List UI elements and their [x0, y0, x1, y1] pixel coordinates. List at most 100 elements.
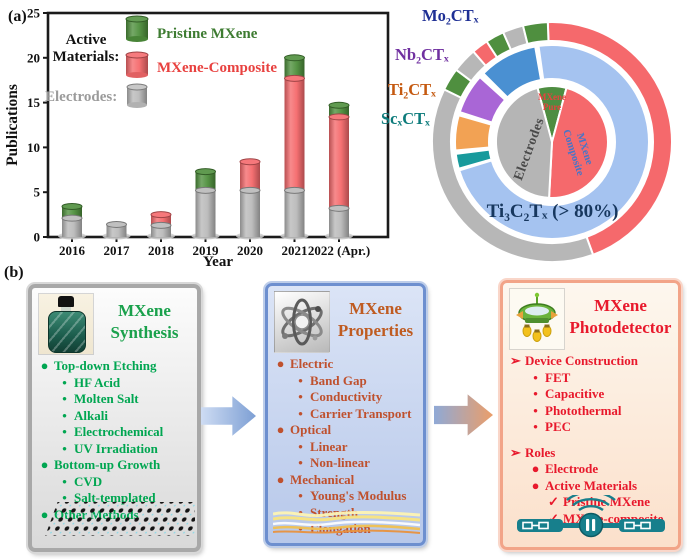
bullet-icon: ✓	[548, 494, 559, 509]
list-item: • Capacitive	[529, 386, 672, 403]
list-item-label: Electric	[290, 356, 334, 371]
list-item: • Conductivity	[294, 389, 417, 406]
list-item: ● Mechanical	[274, 472, 417, 489]
bullet-icon: •	[298, 504, 303, 520]
bullet-icon: •	[298, 405, 303, 421]
list-item: ✓ Pristine MXene	[547, 494, 672, 511]
list-item-label: Pristine MXene	[563, 494, 651, 509]
svg-text:2018: 2018	[148, 243, 175, 258]
list-item: ● Bottom-up Growth	[38, 457, 191, 474]
svg-text:2019: 2019	[193, 243, 220, 258]
bullet-icon: •	[298, 389, 303, 404]
svg-text:Year: Year	[203, 254, 233, 270]
properties-box: MXene Properties ● Electric • Band Gap • Cond…	[265, 283, 426, 546]
bottle-neck	[61, 307, 71, 312]
list-item-label: Electrode	[545, 461, 599, 476]
bullet-icon: ✓	[548, 510, 559, 526]
wavy-lines-illustration	[272, 509, 421, 540]
svg-text:Electrodes:: Electrodes:	[45, 89, 117, 105]
list-item: • Band Gap	[294, 373, 417, 390]
list-item-label: Conductivity	[310, 389, 383, 404]
bullet-icon: •	[298, 488, 303, 503]
list-item-label: Roles	[525, 444, 556, 460]
synthesis-box-header: MXene Synthesis	[38, 293, 191, 355]
photodetector-box-title: MXene Photodetector	[569, 296, 672, 338]
svg-text:Active: Active	[66, 32, 107, 48]
mxene-donut-chart: Mo₂CTₓ Nb₂CTₓ Ti₂CTₓ ScₓCTₓ Ti₃C₂Tₓ (> 8…	[380, 0, 687, 270]
bullet-icon: ●	[40, 457, 49, 472]
publications-bar-chart: 0 5 10 15 20 25 2016 2017 2018 2019 2020 2021 2022 (…	[4, 6, 390, 270]
bullet-icon: •	[298, 372, 303, 388]
bullet-icon: •	[298, 455, 303, 470]
bullet-icon: •	[298, 438, 303, 454]
panel-a-label: (a)	[8, 8, 27, 25]
bullet-icon: •	[62, 473, 67, 489]
panel-b-label: (b)	[4, 264, 24, 281]
list-item: • Young's Modulus	[294, 488, 417, 505]
donut-rings	[431, 21, 673, 263]
list-item: • Alkali	[58, 408, 191, 425]
bullet-icon: •	[62, 374, 67, 390]
svg-text:Pristine MXene: Pristine MXene	[157, 26, 258, 42]
list-item-label: Top-down Etching	[54, 358, 157, 373]
callout-mo2ctx: Mo₂CTₓ	[422, 6, 479, 25]
bullet-icon: ●	[531, 477, 540, 493]
svg-text:5: 5	[34, 185, 41, 200]
list-item: ● Electric	[274, 356, 417, 373]
bullet-icon: ➢	[510, 444, 521, 460]
list-item: ➢ Device Construction	[509, 353, 672, 370]
bullet-icon: ●	[40, 506, 49, 522]
list-item-label: Alkali	[74, 407, 108, 423]
bullet-icon: ●	[40, 358, 49, 373]
bullet-icon: •	[62, 424, 67, 439]
list-item-label: Active Materials	[545, 477, 638, 493]
bullet-icon: •	[533, 386, 538, 401]
list-item: • FET	[529, 370, 672, 387]
svg-text:15: 15	[27, 95, 41, 110]
svg-text:Publications: Publications	[4, 84, 21, 166]
list-item-label: CVD	[74, 473, 103, 489]
svg-text:MXene-Composite: MXene-Composite	[157, 60, 277, 76]
svg-text:10: 10	[27, 140, 40, 155]
bullet-icon: •	[62, 490, 67, 505]
photodetector-box: MXene Photodetector ➢ Device Construction…	[500, 280, 681, 550]
bullet-icon: •	[533, 419, 538, 434]
list-item-label: Photothermal	[545, 402, 622, 418]
list-item-label: Optical	[290, 422, 332, 437]
bullet-icon: ●	[276, 356, 285, 371]
list-item-label: Salt-templated	[74, 490, 156, 505]
list-item: ● Top-down Etching	[38, 358, 191, 375]
bullet-icon: •	[533, 402, 538, 418]
bullet-icon: ●	[276, 471, 285, 487]
list-item-label: Device Construction	[525, 353, 639, 368]
bullet-icon: •	[62, 407, 67, 423]
bottle-cap	[58, 296, 74, 307]
svg-text:25: 25	[27, 6, 41, 21]
svg-text:2016: 2016	[59, 243, 86, 258]
list-item-label: Carrier Transport	[310, 405, 412, 421]
atom-icon	[274, 291, 330, 353]
list-item-label: Bottom-up Growth	[54, 457, 161, 472]
list-item: • Electrochemical	[58, 424, 191, 441]
list-item: • CVD	[58, 474, 191, 491]
bullet-icon: •	[62, 440, 67, 456]
list-item: • UV Irradiation	[58, 441, 191, 458]
list-item-label: FET	[545, 369, 571, 385]
list-item: • Molten Salt	[58, 391, 191, 408]
callout-ti2ctx: Ti₂CTₓ	[388, 80, 436, 99]
svg-text:Materials:: Materials:	[53, 49, 120, 65]
list-item: • Non-linear	[294, 455, 417, 472]
bullet-icon: •	[533, 369, 538, 385]
list-item-label: Molten Salt	[74, 391, 139, 406]
bullet-icon: ●	[276, 422, 285, 437]
list-item: • HF Acid	[58, 375, 191, 392]
bullet-icon: •	[62, 391, 67, 406]
svg-text:2017: 2017	[104, 243, 131, 258]
list-item-label: PEC	[545, 419, 571, 434]
list-item: ● Optical	[274, 422, 417, 439]
svg-text:2020: 2020	[237, 243, 263, 258]
list-item-label: UV Irradiation	[74, 440, 158, 456]
list-item-label: Electrochemical	[74, 424, 164, 439]
callout-nb2ctx: Nb₂CTₓ	[395, 45, 449, 64]
bottle-body	[48, 311, 86, 353]
